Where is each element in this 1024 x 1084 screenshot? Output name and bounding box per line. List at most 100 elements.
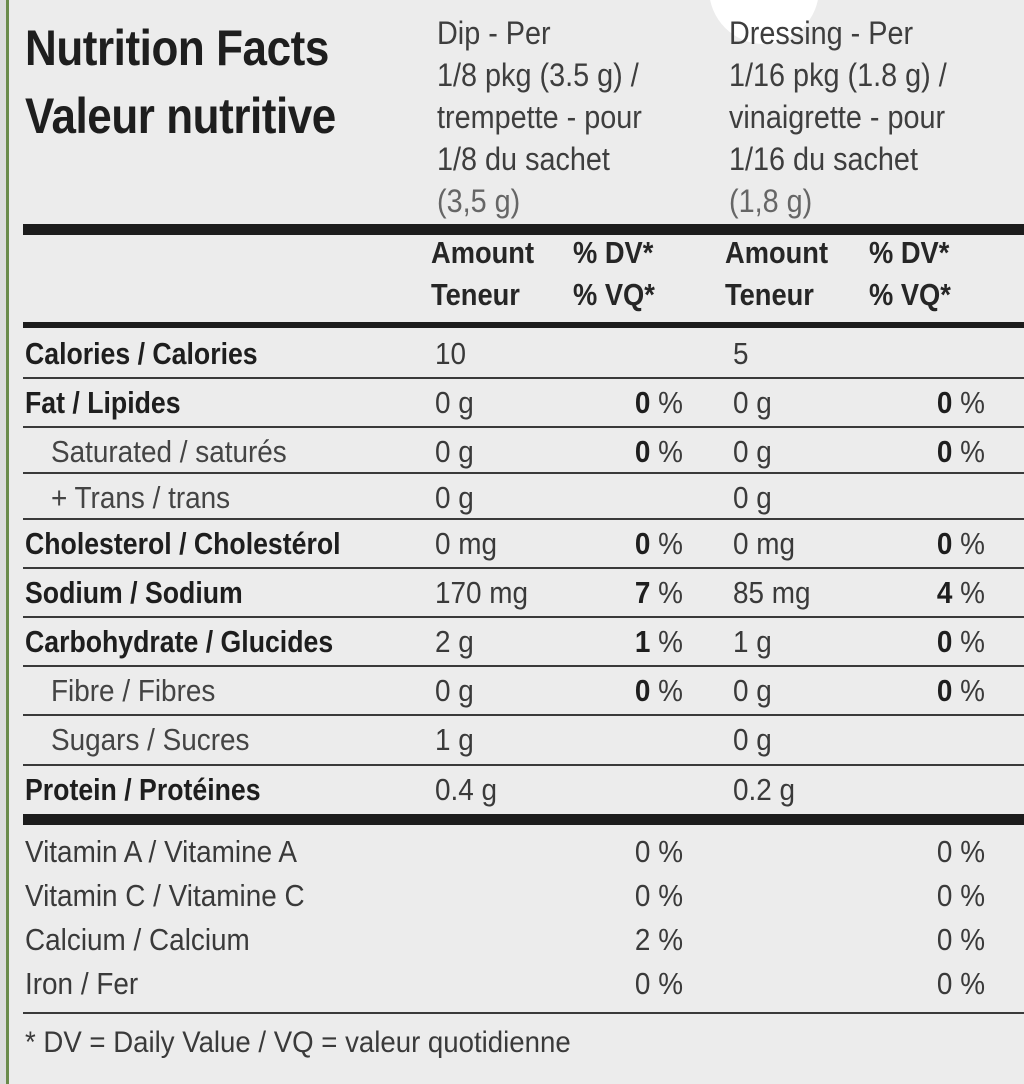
dip-dv: 1 %	[593, 618, 683, 666]
dressing-serving: Dressing - Per 1/16 pkg (1.8 g) / vinaig…	[729, 12, 947, 222]
vq-header: % VQ*	[573, 277, 655, 312]
footnote: * DV = Daily Value / VQ = valeur quotidi…	[25, 1026, 571, 1059]
vitamin-row: Vitamin C / Vitamine C 0 % 0 %	[9, 874, 1024, 918]
dressing-dv: 0 %	[895, 520, 985, 568]
percent-sign: %	[658, 526, 683, 561]
dressing-serving-line: Dressing - Per	[729, 15, 914, 51]
dip-serving: Dip - Per 1/8 pkg (3.5 g) / trempette - …	[437, 12, 642, 222]
dip-dv-value: 7	[634, 575, 651, 610]
nutrient-label: Carbohydrate / Glucides	[25, 624, 334, 659]
dressing-dv: 4 %	[895, 569, 985, 617]
dip-dv: 0 %	[593, 667, 683, 715]
dip-amount: 0 g	[435, 434, 474, 469]
dressing-dv: 0 %	[895, 667, 985, 715]
nutrient-label: Saturated / saturés	[51, 434, 287, 469]
dressing-dv-value: 0	[936, 434, 953, 469]
dip-dv-value: 0	[634, 673, 651, 708]
dip-serving-line: 1/8 pkg (3.5 g) /	[437, 57, 639, 93]
medium-rule	[23, 322, 1024, 328]
dressing-amount: 0 g	[733, 434, 772, 469]
dressing-amount: 0 g	[733, 385, 772, 420]
dip-amount: 2 g	[435, 624, 474, 659]
dip-dv: 0 %	[593, 428, 683, 476]
dip-dv: 7 %	[593, 569, 683, 617]
vitamin-row: Vitamin A / Vitamine A 0 % 0 %	[9, 830, 1024, 874]
footnote-rule	[23, 1012, 1024, 1014]
percent-sign: %	[658, 624, 683, 659]
dressing-dv: 0 %	[895, 428, 985, 476]
dip-dv-header: % DV* % VQ*	[573, 232, 655, 316]
dressing-amount: 1 g	[733, 624, 772, 659]
vitamin-label: Calcium / Calcium	[25, 922, 250, 957]
dressing-serving-line: vinaigrette - pour	[729, 99, 946, 135]
dip-serving-line: trempette - pour	[437, 99, 642, 135]
amount-header: Amount	[725, 235, 829, 270]
nutrition-label: Nutrition Facts Valeur nutritive Dip - P…	[6, 0, 1024, 1084]
dip-amount: 0.4 g	[435, 772, 498, 807]
dip-serving-line: (3,5 g)	[437, 183, 521, 219]
dressing-dv-value: 4	[936, 575, 953, 610]
nutrient-label: Calories / Calories	[25, 336, 258, 371]
vitamin-row: Calcium / Calcium 2 % 0 %	[9, 918, 1024, 962]
dip-serving-line: Dip - Per	[437, 15, 551, 51]
dip-amount: 0 g	[435, 385, 474, 420]
row-divider	[23, 714, 1024, 716]
row-divider	[23, 426, 1024, 428]
dressing-dv-value: 0	[936, 673, 953, 708]
amount-fr-header: Teneur	[725, 277, 814, 312]
percent-sign: %	[960, 526, 985, 561]
nutrient-label: Sodium / Sodium	[25, 575, 243, 610]
nutrient-row: Sodium / Sodium 170 mg 85 mg 7 % 4 %	[9, 569, 1024, 617]
vitamin-dip-pct: 0 %	[634, 966, 683, 1001]
dip-dv-value: 0	[634, 526, 651, 561]
nutrient-row: Protein / Protéines 0.4 g 0.2 g	[9, 766, 1024, 814]
dressing-amount: 5	[733, 336, 749, 371]
dip-amount-header: Amount Teneur	[431, 232, 534, 316]
percent-sign: %	[658, 434, 683, 469]
dressing-amount: 85 mg	[733, 575, 811, 610]
percent-sign: %	[960, 434, 985, 469]
row-divider	[23, 567, 1024, 569]
row-divider	[23, 377, 1024, 379]
row-divider	[23, 472, 1024, 474]
dv-header: % DV*	[573, 235, 654, 270]
dip-dv: 0 %	[593, 520, 683, 568]
title-fr: Valeur nutritive	[25, 88, 336, 144]
percent-sign: %	[658, 575, 683, 610]
dressing-amount: 0 g	[733, 673, 772, 708]
dip-dv-value: 1	[634, 624, 651, 659]
dressing-amount: 0 g	[733, 480, 772, 515]
nutrient-row: + Trans / trans 0 g 0 g	[9, 474, 1024, 522]
thick-rule	[23, 224, 1024, 235]
percent-sign: %	[960, 673, 985, 708]
vitamin-row: Iron / Fer 0 % 0 %	[9, 962, 1024, 1006]
dip-dv-value: 0	[634, 434, 651, 469]
nutrient-label: Fat / Lipides	[25, 385, 181, 420]
dressing-dv: 0 %	[895, 379, 985, 427]
nutrient-row: Sugars / Sucres 1 g 0 g	[9, 716, 1024, 764]
vitamin-dip-pct: 2 %	[634, 922, 683, 957]
dressing-dv-value: 0	[936, 385, 953, 420]
row-divider	[23, 616, 1024, 618]
dv-header: % DV*	[869, 235, 950, 270]
dressing-dv-header: % DV* % VQ*	[869, 232, 951, 316]
vitamin-label: Vitamin A / Vitamine A	[25, 834, 297, 869]
dressing-serving-line: 1/16 pkg (1.8 g) /	[729, 57, 947, 93]
percent-sign: %	[960, 575, 985, 610]
dip-dv-value: 0	[634, 385, 651, 420]
dip-amount: 170 mg	[435, 575, 529, 610]
nutrient-row: Calories / Calories 10 5	[9, 330, 1024, 378]
nutrient-label: Protein / Protéines	[25, 772, 261, 807]
dressing-amount: 0 mg	[733, 526, 796, 561]
vitamin-dressing-pct: 0 %	[936, 878, 985, 913]
dip-serving-line: 1/8 du sachet	[437, 141, 610, 177]
nutrient-label: Sugars / Sucres	[51, 722, 250, 757]
percent-sign: %	[960, 624, 985, 659]
vitamin-dip-pct: 0 %	[634, 834, 683, 869]
percent-sign: %	[960, 385, 985, 420]
title-en: Nutrition Facts	[25, 20, 329, 76]
dip-amount: 0 g	[435, 673, 474, 708]
percent-sign: %	[658, 385, 683, 420]
